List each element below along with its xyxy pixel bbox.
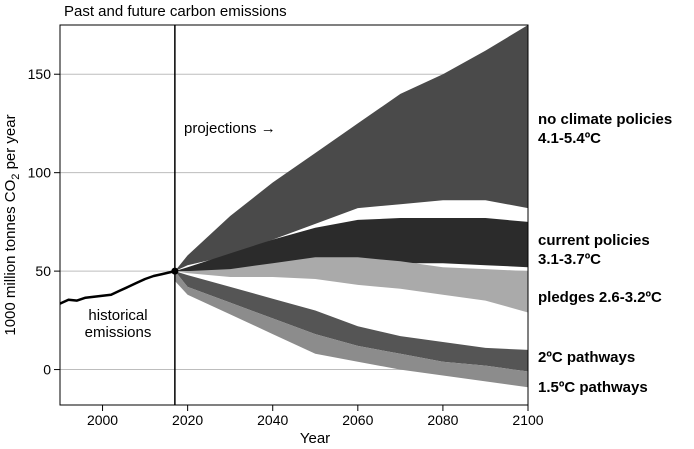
historical-annotation-line1: historical: [88, 307, 147, 324]
x-axis-ticks: 2000 2020 2040 2060 2080 2100: [87, 405, 544, 428]
historical-annotation-line2: emissions: [85, 324, 152, 341]
x-axis-label: Year: [300, 430, 330, 447]
historical-series: [59, 267, 179, 305]
y-tick-label-50: 50: [35, 263, 51, 279]
x-tick-label-2000: 2000: [87, 412, 118, 428]
x-tick-label-2060: 2060: [342, 412, 373, 428]
y-axis-ticks: 0 50 100 150: [28, 66, 60, 378]
y-tick-label-100: 100: [28, 165, 52, 181]
band-pledges-2-6-3-2-c: [174, 257, 528, 313]
x-tick-label-2040: 2040: [257, 412, 288, 428]
band-1-5-c-pathways: [174, 271, 528, 388]
x-tick-label-2020: 2020: [172, 412, 203, 428]
x-tick-label-2080: 2080: [427, 412, 458, 428]
label-no-climate-policies-range: 4.1-5.4ºC: [538, 130, 601, 147]
label-current-policies: current policies: [538, 232, 650, 249]
chart-title: Past and future carbon emissions: [64, 3, 287, 20]
band-2-c-pathways: [174, 271, 528, 372]
projections-annotation: projections →: [184, 120, 276, 137]
scenario-bands: [174, 25, 528, 388]
historical-line: [59, 269, 176, 305]
band-no-climate-policies: [174, 25, 528, 272]
label-1-5c-pathways: 1.5ºC pathways: [538, 379, 648, 396]
y-axis-label: 1000 million tonnes CO2 per year: [2, 114, 22, 335]
x-tick-label-2100: 2100: [512, 412, 543, 428]
plot-frame: [59, 24, 529, 406]
y-tick-label-0: 0: [43, 362, 51, 378]
y-tick-label-150: 150: [28, 66, 52, 82]
label-no-climate-policies: no climate policies: [538, 111, 672, 128]
band-current-policies: [174, 218, 528, 272]
label-current-policies-range: 3.1-3.7ºC: [538, 251, 601, 268]
label-pledges: pledges 2.6-3.2ºC: [538, 289, 662, 306]
label-2c-pathways: 2ºC pathways: [538, 349, 635, 366]
